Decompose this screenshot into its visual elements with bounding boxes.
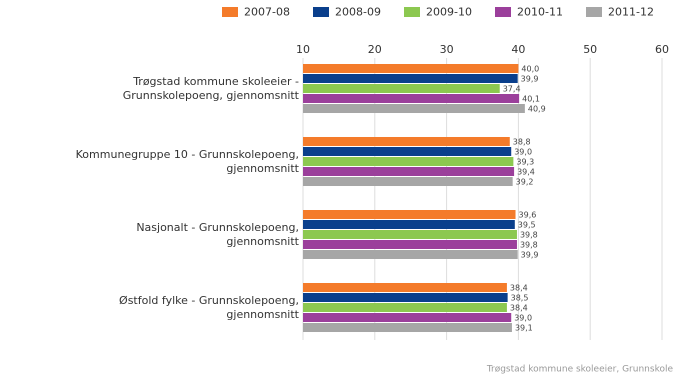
x-tick-label: 40	[511, 43, 525, 56]
x-tick-label: 30	[440, 43, 454, 56]
bar	[303, 230, 517, 239]
bar	[303, 250, 518, 259]
legend-label: 2010-11	[517, 6, 563, 19]
value-label: 39,0	[514, 314, 532, 323]
bar	[303, 220, 515, 229]
x-tick-label: 60	[655, 43, 669, 56]
bar	[303, 167, 515, 176]
bar	[303, 137, 510, 146]
x-tick-label: 10	[296, 43, 310, 56]
bar	[303, 84, 500, 93]
value-label: 40,1	[522, 95, 540, 104]
legend-label: 2007-08	[244, 6, 290, 19]
bar	[303, 74, 518, 83]
value-label: 38,4	[510, 304, 528, 313]
legend-label: 2008-09	[335, 6, 381, 19]
value-label: 39,8	[520, 241, 538, 250]
legend-label: 2009-10	[426, 6, 472, 19]
bar	[303, 210, 516, 219]
value-label: 38,5	[511, 294, 529, 303]
bar	[303, 313, 512, 322]
legend-swatch	[404, 7, 420, 17]
value-label: 37,4	[503, 85, 521, 94]
legend-swatch	[586, 7, 602, 17]
bar	[303, 157, 514, 166]
bar	[303, 64, 519, 73]
value-label: 40,9	[528, 105, 546, 114]
category-label: Kommunegruppe 10 - Grunnskolepoeng, gjenn…	[76, 148, 300, 175]
value-label: 39,9	[521, 75, 539, 84]
value-label: 38,8	[513, 138, 531, 147]
value-label: 39,6	[519, 211, 537, 220]
value-label: 39,4	[517, 168, 535, 177]
bar	[303, 323, 512, 332]
category-label: Nasjonalt - Grunnskolepoeng, gjennomsnitt	[136, 221, 299, 248]
value-label: 39,9	[521, 251, 539, 260]
bar	[303, 283, 507, 292]
legend-swatch	[495, 7, 511, 17]
value-label: 39,5	[518, 221, 536, 230]
legend-label: 2011-12	[608, 6, 654, 19]
bar	[303, 177, 513, 186]
x-tick-label: 50	[583, 43, 597, 56]
value-label: 38,4	[510, 284, 528, 293]
value-label: 39,1	[515, 324, 533, 333]
x-tick-label: 20	[368, 43, 382, 56]
value-label: 39,8	[520, 231, 538, 240]
bar	[303, 147, 512, 156]
source-note: Trøgstad kommune skoleeier, Grunnskole	[486, 365, 674, 375]
category-label: Trøgstad kommune skoleeier -Grunnskolepo…	[123, 75, 300, 102]
bar	[303, 293, 508, 302]
value-label: 40,0	[521, 65, 539, 74]
bar	[303, 240, 517, 249]
legend-swatch	[222, 7, 238, 17]
bar	[303, 94, 520, 103]
value-label: 39,3	[516, 158, 534, 167]
category-label: Østfold fylke - Grunnskolepoeng, gjennoms…	[119, 294, 300, 321]
value-label: 39,2	[516, 178, 534, 187]
legend-swatch	[313, 7, 329, 17]
bar	[303, 303, 507, 312]
value-label: 39,0	[514, 148, 532, 157]
bar	[303, 104, 525, 113]
